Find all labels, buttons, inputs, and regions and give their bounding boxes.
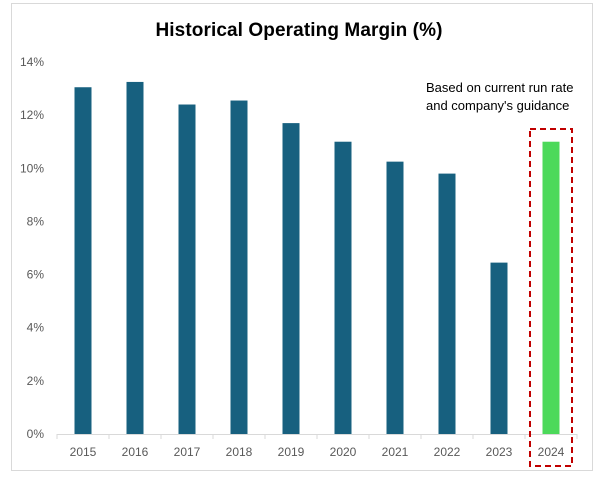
y-tick-label: 2% xyxy=(27,374,45,388)
x-tick-label: 2021 xyxy=(382,445,409,459)
bar-2024 xyxy=(542,141,560,434)
bar-2016 xyxy=(126,81,144,434)
x-tick-label: 2018 xyxy=(226,445,253,459)
bar-2021 xyxy=(386,161,404,434)
x-tick-label: 2017 xyxy=(174,445,201,459)
y-tick-label: 0% xyxy=(27,427,45,441)
highlight-box xyxy=(529,128,573,467)
bar-2015 xyxy=(74,87,92,434)
y-tick-label: 10% xyxy=(20,161,44,175)
y-tick-label: 8% xyxy=(27,214,45,228)
x-tick-label: 2019 xyxy=(278,445,305,459)
y-tick-label: 12% xyxy=(20,108,44,122)
y-tick-label: 4% xyxy=(27,321,45,335)
chart-annotation: Based on current run rate and company's … xyxy=(426,80,574,113)
y-tick-label: 14% xyxy=(20,55,44,69)
bar-2022 xyxy=(438,173,456,434)
y-tick-label: 6% xyxy=(27,268,45,282)
bar-2019 xyxy=(282,123,300,434)
bar-2017 xyxy=(178,104,196,434)
bar-2023 xyxy=(490,262,508,434)
bar-2018 xyxy=(230,100,248,435)
x-tick-label: 2015 xyxy=(70,445,97,459)
x-tick-label: 2024 xyxy=(538,445,565,459)
x-tick-label: 2022 xyxy=(434,445,461,459)
x-tick-label: 2020 xyxy=(330,445,357,459)
bar-2020 xyxy=(334,141,352,434)
x-tick-label: 2016 xyxy=(122,445,149,459)
chart-title: Historical Operating Margin (%) xyxy=(155,20,443,41)
x-tick-label: 2023 xyxy=(486,445,513,459)
